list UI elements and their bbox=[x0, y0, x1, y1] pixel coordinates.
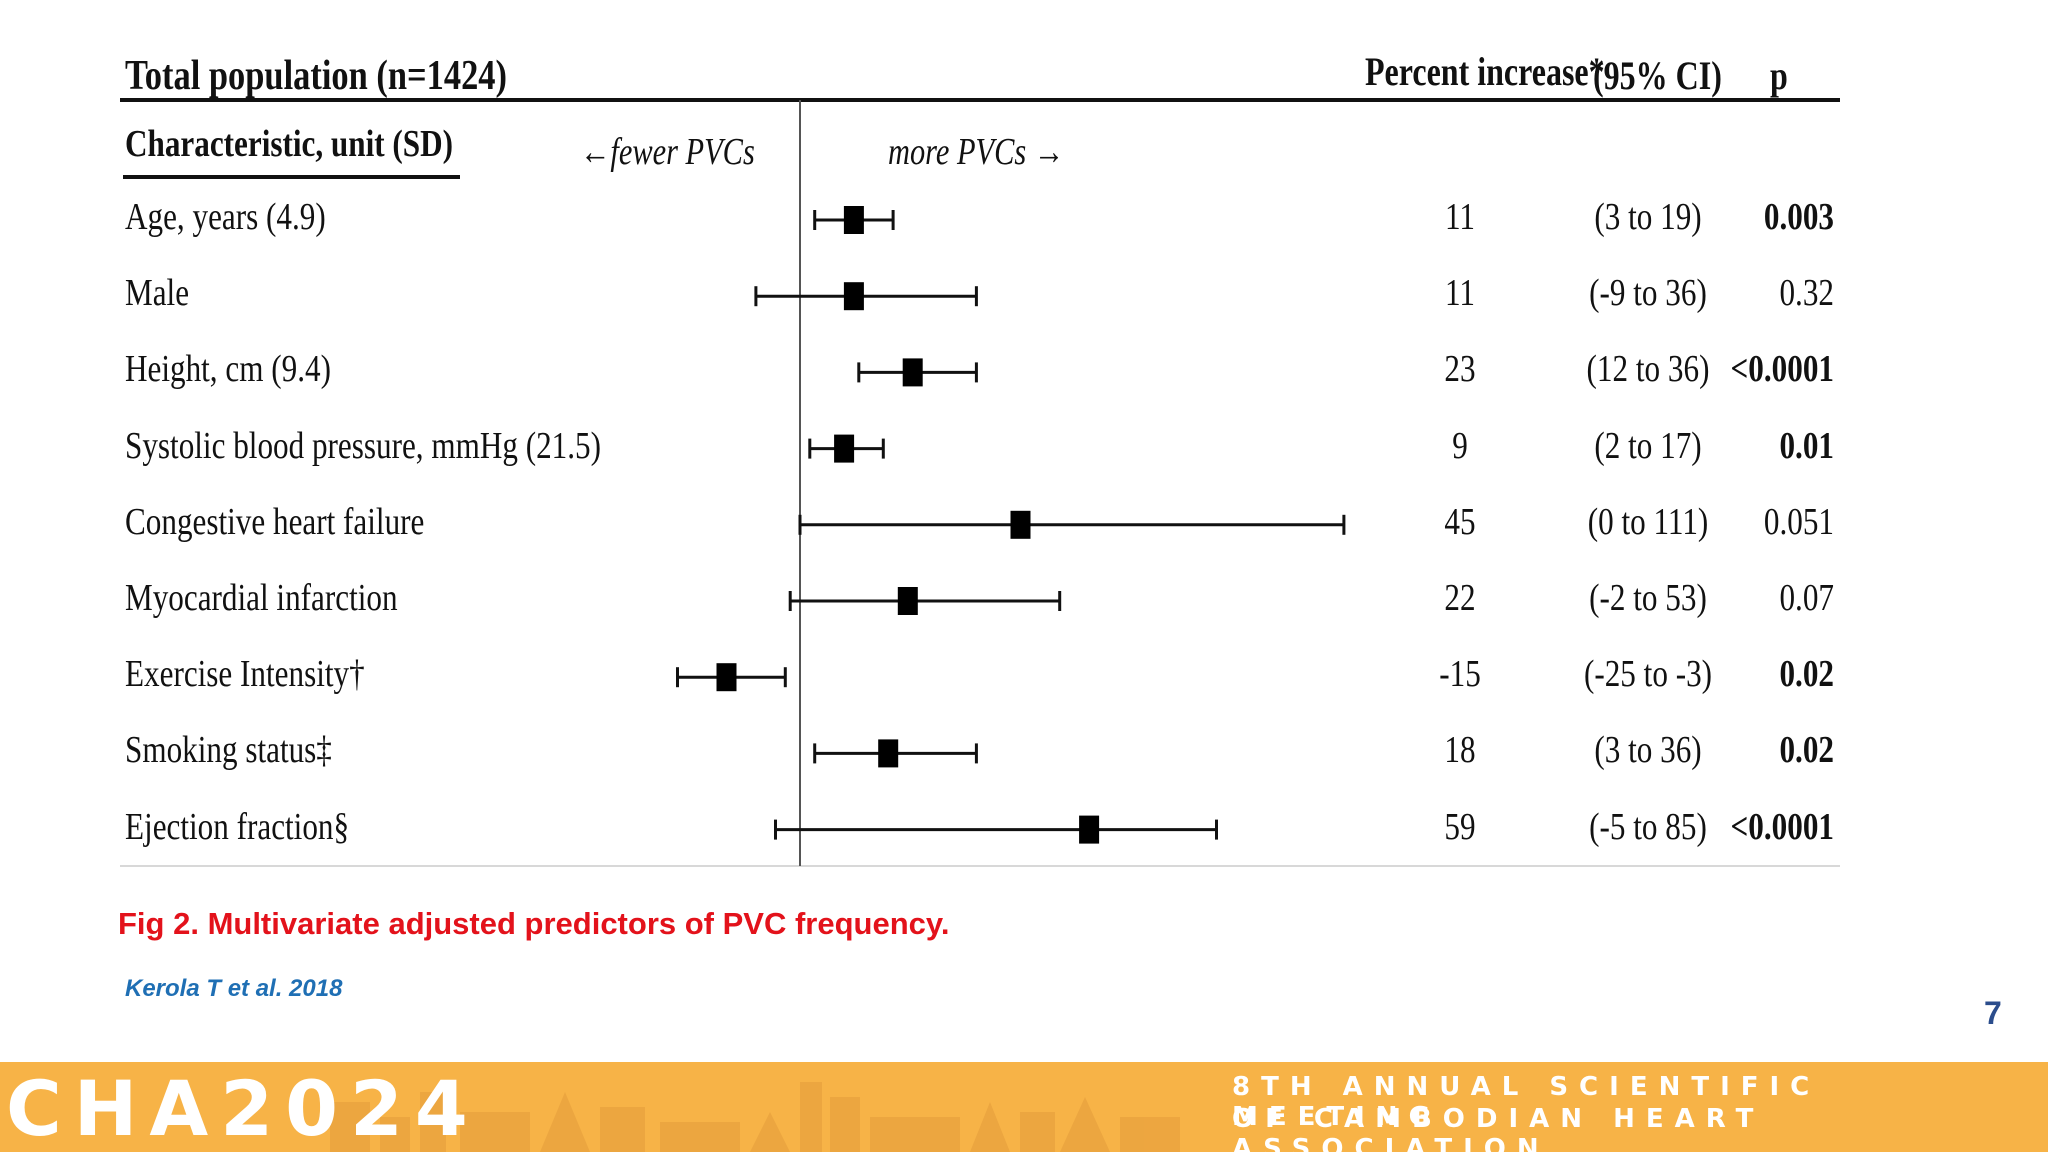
estimate-marker bbox=[1079, 815, 1100, 844]
row-label: Myocardial infarction bbox=[125, 577, 398, 619]
percent-increase-header: Percent increase* bbox=[1365, 49, 1605, 94]
percent-increase-value: -15 bbox=[1439, 653, 1481, 696]
percent-increase-value: 18 bbox=[1444, 729, 1476, 772]
estimate-marker bbox=[1010, 510, 1031, 539]
citation: Kerola T et al. 2018 bbox=[125, 975, 343, 1002]
forest-row-marks bbox=[813, 739, 978, 768]
percent-increase-value: 11 bbox=[1444, 196, 1476, 238]
p-value: 0.003 bbox=[1763, 196, 1834, 238]
p-value-header: p bbox=[1770, 53, 1788, 98]
ci-header: (95% CI) bbox=[1593, 53, 1722, 98]
row-label: Height, cm (9.4) bbox=[125, 348, 331, 391]
ci-value: (-9 to 36) bbox=[1589, 272, 1707, 315]
characteristic-header: Characteristic, unit (SD) bbox=[125, 123, 453, 165]
percent-increase-value: 23 bbox=[1444, 348, 1476, 391]
p-value: 0.01 bbox=[1779, 424, 1834, 467]
p-value: <0.0001 bbox=[1730, 348, 1834, 391]
estimate-marker bbox=[897, 587, 918, 615]
row-label: Congestive heart failure bbox=[125, 500, 425, 543]
ci-value: (3 to 19) bbox=[1594, 196, 1702, 238]
forest-row-marks bbox=[788, 587, 1062, 615]
table-title: Total population (n=1424) bbox=[125, 53, 507, 99]
city-skyline-graphic bbox=[330, 1082, 1180, 1152]
estimate-marker bbox=[834, 434, 855, 463]
ci-value: (2 to 17) bbox=[1594, 424, 1702, 467]
forest-row-marks bbox=[813, 206, 895, 234]
more-pvcs-label: more PVCs → bbox=[888, 131, 1065, 173]
ci-value: (-25 to -3) bbox=[1583, 653, 1713, 696]
ci-value: (12 to 36) bbox=[1586, 348, 1710, 391]
page-number: 7 bbox=[1984, 995, 2002, 1031]
row-label: Male bbox=[125, 272, 190, 315]
row-label: Systolic blood pressure, mmHg (21.5) bbox=[125, 424, 602, 467]
banner-subtitle-line1: 8TH ANNUAL SCIENTIFIC MEETING bbox=[1232, 1072, 1821, 1132]
estimate-marker bbox=[716, 663, 737, 692]
estimate-marker bbox=[902, 358, 923, 387]
row-label: Age, years (4.9) bbox=[125, 196, 326, 238]
percent-increase-value: 11 bbox=[1444, 272, 1476, 315]
forest-row-marks bbox=[774, 815, 1218, 844]
banner-title: CHA2024 bbox=[6, 1064, 480, 1152]
p-value: <0.0001 bbox=[1730, 805, 1834, 848]
p-value: 0.051 bbox=[1763, 500, 1834, 543]
p-value: 0.32 bbox=[1779, 272, 1834, 315]
ci-value: (0 to 111) bbox=[1587, 500, 1709, 543]
estimate-marker bbox=[878, 739, 899, 768]
ci-value: (-5 to 85) bbox=[1589, 805, 1707, 848]
forest-row-marks bbox=[857, 358, 978, 387]
row-label: Ejection fraction§ bbox=[125, 805, 350, 848]
ci-value: (-2 to 53) bbox=[1589, 577, 1707, 619]
estimate-marker bbox=[843, 282, 864, 311]
row-label: Smoking status‡ bbox=[125, 729, 332, 772]
p-value: 0.02 bbox=[1779, 653, 1834, 696]
percent-increase-value: 59 bbox=[1444, 805, 1476, 848]
fewer-pvcs-label: ←fewer PVCs bbox=[580, 131, 755, 173]
percent-increase-value: 22 bbox=[1444, 577, 1476, 619]
ci-value: (3 to 36) bbox=[1594, 729, 1702, 772]
percent-increase-value: 45 bbox=[1444, 500, 1476, 543]
forest-row-marks bbox=[676, 663, 787, 692]
footer-banner: CHA2024 8TH ANNUAL SCIENTIFIC MEETING OF… bbox=[0, 1062, 2048, 1152]
row-label: Exercise Intensity† bbox=[125, 653, 365, 696]
estimate-marker bbox=[843, 206, 864, 234]
forest-row-marks bbox=[798, 510, 1346, 539]
forest-row-marks bbox=[808, 434, 885, 463]
banner-subtitle-line2: OF CAMBODIAN HEART ASSOCIATION bbox=[1232, 1104, 1765, 1152]
p-value: 0.02 bbox=[1779, 729, 1834, 772]
percent-increase-value: 9 bbox=[1452, 424, 1468, 467]
p-value: 0.07 bbox=[1779, 577, 1834, 619]
forest-row-marks bbox=[754, 282, 978, 311]
figure-caption: Fig 2. Multivariate adjusted predictors … bbox=[118, 906, 950, 941]
